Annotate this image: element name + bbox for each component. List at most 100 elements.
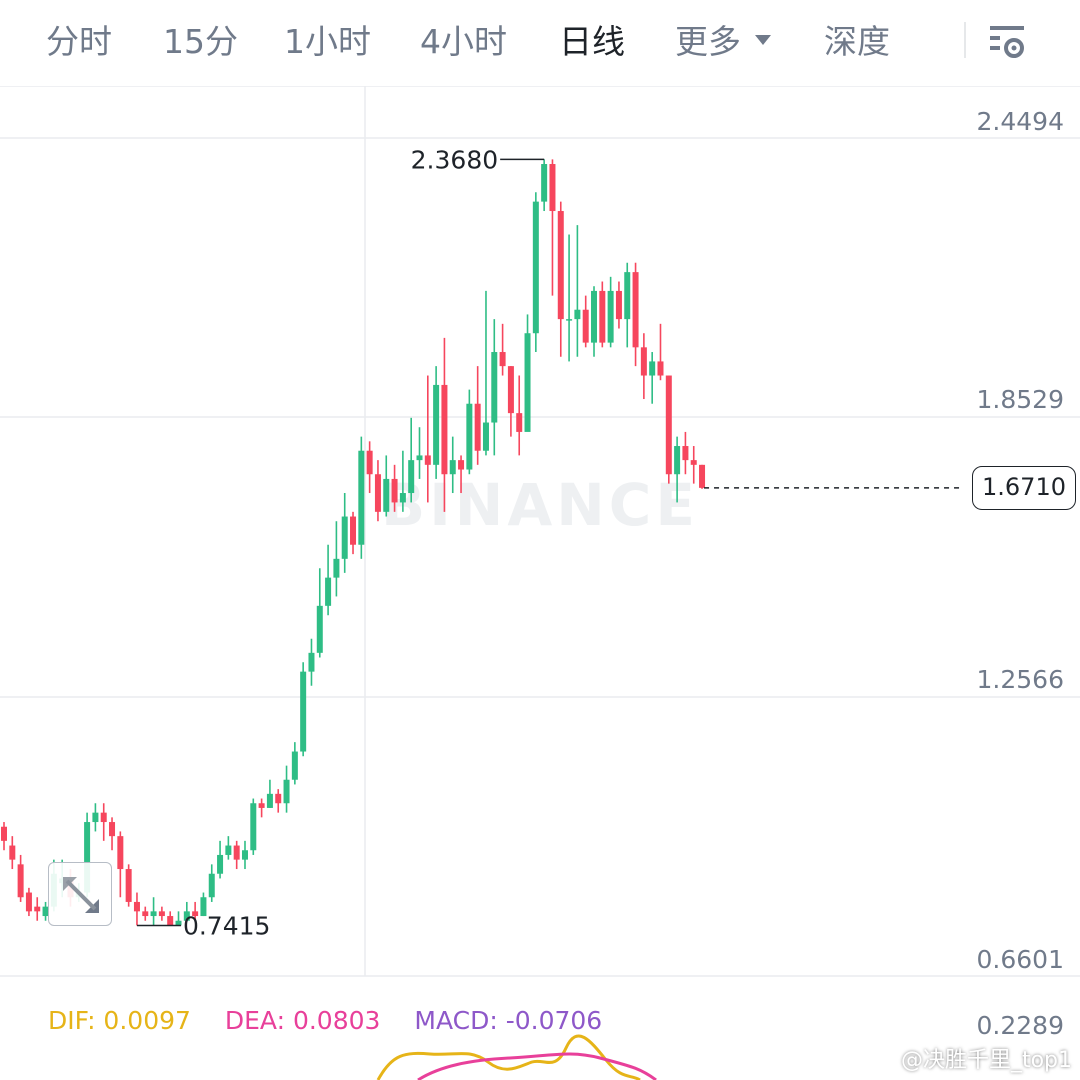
candle-body [17, 864, 24, 898]
candle-body [416, 455, 423, 461]
candle-body [117, 836, 124, 870]
candle-body [34, 906, 41, 912]
dea-line [417, 1052, 657, 1080]
candle-body [574, 309, 581, 320]
candlestick-chart[interactable]: BINANCE 2.4494 1.8529 1.2566 0.6601 0.2289 2… [0, 86, 1080, 1080]
candle-body [665, 375, 672, 475]
candle-body [142, 911, 149, 917]
candle-body [158, 911, 165, 917]
high-marker-label: 2.3680 [411, 145, 498, 174]
candle-body [183, 911, 190, 921]
tab-more[interactable]: 更多 [675, 18, 771, 66]
candle-body [1, 826, 7, 841]
candle-body [208, 873, 215, 898]
macd-axis-label: 0.2289 [977, 1011, 1064, 1040]
candle-body [541, 164, 548, 202]
dea-value: DEA: 0.0803 [224, 1006, 381, 1035]
candle-body [566, 319, 573, 321]
candle-body [109, 822, 116, 837]
candle-body [690, 460, 697, 465]
tab-15min[interactable]: 15分 [163, 22, 238, 61]
candle-body [266, 793, 273, 808]
candles-group [1, 159, 706, 926]
candle-body [374, 474, 381, 512]
current-price-label: 1.6710 [972, 465, 1076, 510]
candle-body [682, 446, 689, 461]
candle-body [591, 290, 598, 343]
candle-body [557, 211, 564, 320]
candle-body [657, 361, 664, 376]
candle-body [225, 845, 232, 855]
candle-body [491, 352, 498, 423]
candle-body [300, 671, 307, 752]
candle-body [316, 605, 323, 653]
tab-1hour[interactable]: 1小时 [284, 22, 371, 61]
extreme-markers: 2.3680 0.7415 [136, 145, 962, 940]
candle-body [100, 812, 107, 823]
candle-body [308, 652, 315, 672]
chart-settings-button[interactable] [986, 20, 1030, 64]
dif-value: DIF: 0.0097 [48, 1006, 191, 1035]
expand-arrows-icon [63, 877, 99, 913]
price-axis-label: 1.8529 [977, 385, 1064, 414]
candle-body [383, 478, 390, 512]
candle-body [167, 916, 174, 926]
candle-body [516, 413, 523, 432]
fullscreen-button[interactable] [48, 862, 112, 926]
low-marker-label: 0.7415 [183, 911, 270, 940]
candle-body [192, 911, 199, 917]
candle-body [482, 422, 489, 451]
candle-body [649, 361, 656, 376]
candle-body [532, 201, 539, 334]
candle-body [175, 920, 182, 926]
candle-body [125, 869, 132, 902]
binance-watermark: BINANCE [381, 471, 699, 539]
candle-body [291, 751, 298, 780]
candle-body [241, 850, 248, 860]
candle-body [358, 450, 365, 545]
candle-body [449, 460, 456, 475]
price-chart-area[interactable]: BINANCE 2.4494 1.8529 1.2566 0.6601 0.2289 2… [0, 86, 1080, 1080]
tab-4hour[interactable]: 4小时 [420, 22, 507, 61]
tab-time-sharing[interactable]: 分时 [46, 22, 112, 61]
candle-body [524, 333, 531, 432]
candle-body [474, 403, 481, 451]
candle-body [133, 901, 140, 912]
price-axis-label: 2.4494 [977, 107, 1064, 136]
candle-body [325, 577, 332, 606]
tab-daily[interactable]: 日线 [559, 22, 625, 61]
candle-body [233, 845, 240, 860]
candle-body [499, 352, 506, 367]
candle-body [674, 446, 681, 475]
candle-body [366, 450, 373, 475]
candle-body [699, 464, 706, 488]
candle-body [549, 164, 556, 212]
price-axis-label: 0.6601 [977, 945, 1064, 974]
candle-body [458, 460, 465, 470]
candle-body [433, 384, 440, 465]
macd-legend: DIF: 0.0097 DEA: 0.0803 MACD: -0.0706 [48, 1006, 628, 1035]
price-axis-label: 1.2566 [977, 665, 1064, 694]
candle-body [466, 403, 473, 470]
candle-body [599, 290, 606, 343]
candle-body [507, 366, 514, 414]
candle-body [391, 478, 398, 503]
candle-body [615, 290, 622, 320]
user-watermark: @决胜千里_top1 [900, 1048, 1072, 1073]
candle-body [84, 822, 91, 893]
candle-body [250, 803, 257, 851]
candle-body [283, 779, 290, 804]
dropdown-caret-icon [755, 34, 771, 45]
tabs-divider [964, 22, 966, 58]
candle-body [9, 845, 16, 860]
candle-body [217, 854, 224, 874]
tab-depth[interactable]: 深度 [824, 22, 890, 61]
candle-body [92, 812, 99, 823]
tab-more-label: 更多 [675, 22, 741, 61]
chart-settings-icon [990, 26, 1024, 58]
timeframe-tabs: 分时 15分 1小时 4小时 日线 更多 深度 [0, 0, 1080, 86]
macd-value: MACD: -0.0706 [414, 1006, 603, 1035]
candle-body [150, 911, 157, 917]
candle-body [399, 493, 406, 503]
candle-body [632, 272, 639, 348]
